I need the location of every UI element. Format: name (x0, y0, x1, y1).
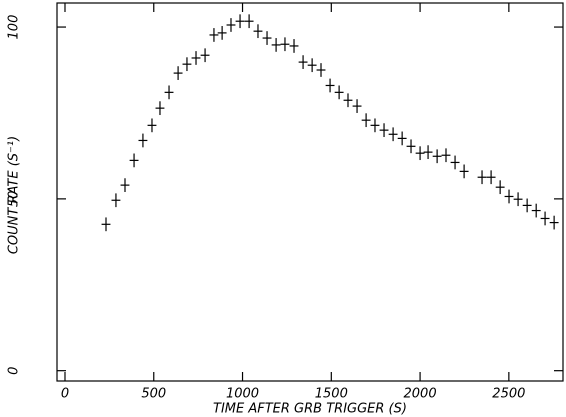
y-tick-label: 100 (7, 15, 22, 40)
x-tick-label: 500 (141, 387, 166, 402)
x-tick-label: 1500 (315, 387, 348, 402)
x-tick-label: 2000 (404, 387, 437, 402)
y-tick-label: 0 (7, 367, 22, 375)
y-axis-title: COUNT RATE (S⁻¹) (7, 136, 22, 254)
x-tick-label: 0 (61, 387, 69, 402)
x-axis-title: TIME AFTER GRB TRIGGER (S) (213, 402, 407, 417)
x-tick-label: 2500 (492, 387, 525, 402)
x-tick-label: 1000 (226, 387, 259, 402)
plot-frame (56, 2, 564, 382)
y-tick-label: 50 (7, 191, 22, 208)
